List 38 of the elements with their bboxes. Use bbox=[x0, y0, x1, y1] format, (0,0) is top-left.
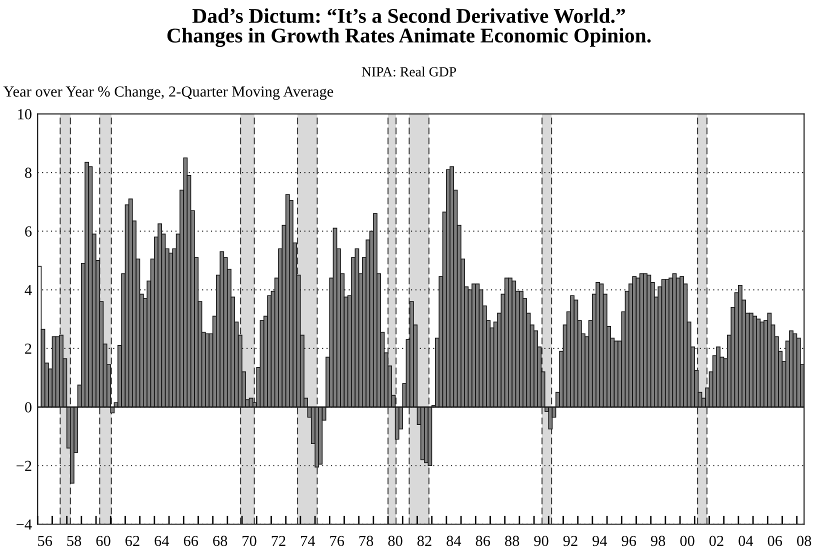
x-tick-label: 64 bbox=[154, 536, 170, 546]
x-tick-label: 70 bbox=[242, 536, 256, 546]
x-tick-label: 08 bbox=[797, 536, 812, 546]
x-tick-label: 62 bbox=[125, 536, 140, 546]
x-tick-label: 68 bbox=[213, 536, 228, 546]
y-tick-label: −2 bbox=[16, 460, 32, 471]
chart-subtitle: NIPA: Real GDP bbox=[362, 66, 456, 77]
x-tick-label: 86 bbox=[476, 536, 490, 546]
x-tick-label: 80 bbox=[388, 536, 402, 546]
x-tick-label: 04 bbox=[738, 536, 754, 546]
y-tick-label: 10 bbox=[18, 109, 32, 120]
y-tick-label: 8 bbox=[25, 168, 32, 178]
chart-title: Dad’s Dictum: “It’s a Second Derivative World.” Changes in Growth Rates Animate Economic Opinion. bbox=[167, 8, 651, 47]
x-tick-label: 58 bbox=[67, 536, 82, 546]
x-tick-label: 60 bbox=[96, 536, 110, 546]
y-tick-label: 2 bbox=[25, 344, 32, 354]
x-tick-label: 82 bbox=[417, 536, 432, 546]
x-tick-label: 92 bbox=[563, 536, 578, 546]
x-tick-label: 72 bbox=[272, 536, 286, 546]
x-tick-label: 78 bbox=[359, 536, 374, 546]
y-tick-label: 0 bbox=[25, 402, 32, 412]
y-tick-label: 6 bbox=[25, 226, 32, 237]
x-tick-label: 94 bbox=[592, 536, 608, 546]
x-tick-label: 76 bbox=[330, 536, 344, 546]
x-tick-label: 02 bbox=[709, 536, 724, 546]
x-tick-label: 66 bbox=[184, 536, 198, 546]
x-tick-label: 98 bbox=[650, 536, 666, 546]
x-tick-label: 00 bbox=[680, 536, 694, 546]
y-tick-label: −4 bbox=[16, 519, 32, 530]
y-tick-label: 4 bbox=[24, 285, 32, 296]
x-tick-label: 96 bbox=[622, 536, 636, 546]
x-tick-label: 74 bbox=[301, 536, 316, 546]
y-axis-title: Year over Year % Change, 2-Quarter Moving Average bbox=[3, 86, 334, 100]
x-tick-label: 56 bbox=[38, 536, 52, 546]
x-tick-label: 88 bbox=[505, 536, 520, 546]
x-tick-label: 90 bbox=[534, 536, 548, 546]
x-tick-label: 84 bbox=[446, 536, 462, 546]
x-tick-label: 06 bbox=[768, 536, 782, 546]
